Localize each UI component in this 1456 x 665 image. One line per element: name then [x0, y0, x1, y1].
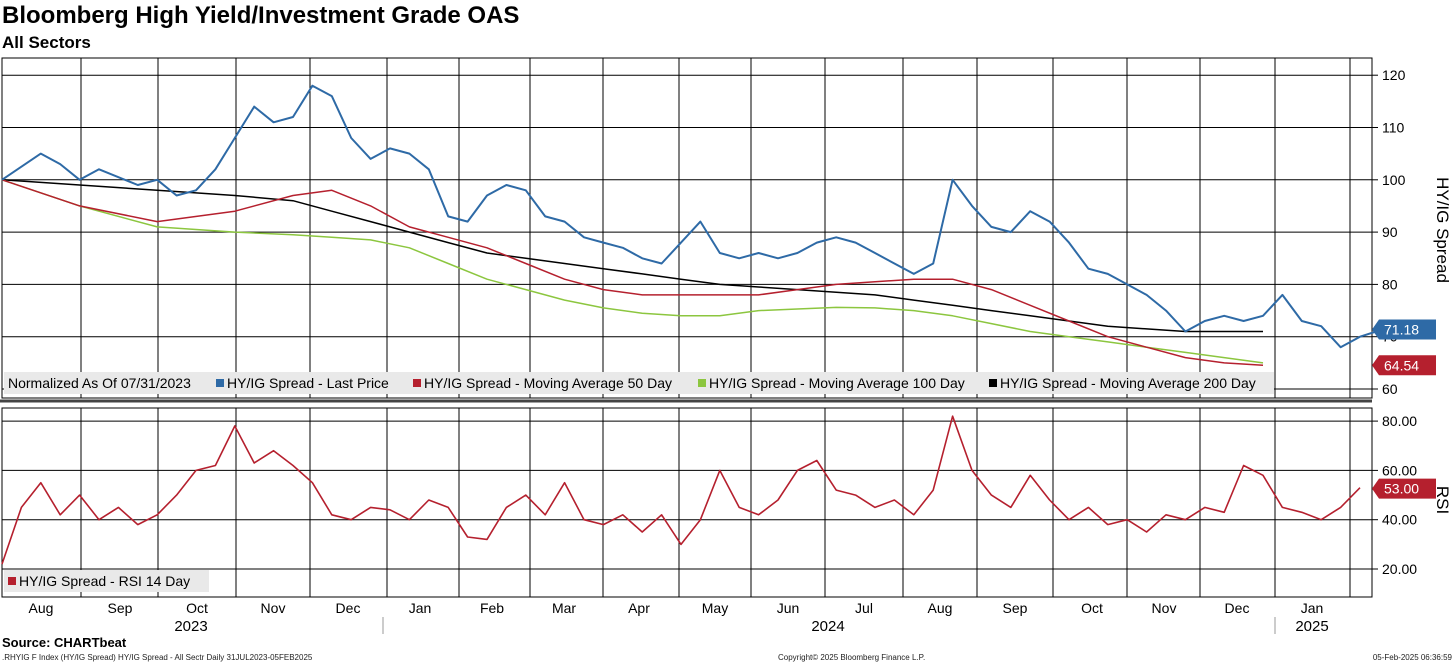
last-price-value-tag: 71.18	[1372, 319, 1436, 340]
series-line-rsi	[1, 415, 1361, 565]
legend-entry-4: HY/IG Spread - Moving Average 200 Day	[1000, 375, 1256, 391]
ma50-value-tag-text: 64.54	[1384, 357, 1419, 373]
rsi-y-tick-label: 80.00	[1382, 413, 1417, 429]
x-tick-label-month: Mar	[552, 600, 576, 616]
main-y-tick-label: 90	[1382, 224, 1398, 240]
main-y-tick-label: 80	[1382, 276, 1398, 292]
copyright-note: Copyright© 2025 Bloomberg Finance L.P.	[778, 653, 926, 662]
main-y-axis-title: HY/IG Spread	[1433, 177, 1452, 283]
x-tick-label-year: 2023	[174, 618, 207, 635]
legend-entry-rsi: HY/IG Spread - RSI 14 Day	[19, 573, 190, 589]
legend-swatch	[989, 379, 997, 387]
x-tick-label-month: Dec	[1225, 600, 1250, 616]
series-line-ma200	[1, 179, 1263, 333]
chart-title: Bloomberg High Yield/Investment Grade OA…	[2, 2, 520, 29]
chart-subtitle: All Sectors	[2, 33, 91, 52]
ma50-value-tag: 64.54	[1372, 355, 1436, 376]
main-y-tick-label: 60	[1382, 381, 1398, 397]
rsi-y-tick-label: 20.00	[1382, 561, 1417, 577]
x-tick-label-month: Jan	[1301, 600, 1324, 616]
x-tick-label-month: Dec	[336, 600, 361, 616]
x-tick-label-month: Jun	[777, 600, 800, 616]
x-tick-label-month: Nov	[261, 600, 286, 616]
rsi-y-tick-label: 40.00	[1382, 512, 1417, 528]
source-label: Source: CHARTbeat	[2, 635, 127, 650]
x-tick-label-month: Oct	[1081, 600, 1103, 616]
last-price-value-tag-shape	[1372, 319, 1436, 340]
legend-swatch	[216, 379, 224, 387]
timestamp: 05-Feb-2025 06:36:59	[1372, 653, 1452, 662]
rsi-legend-box	[4, 570, 209, 592]
legend-swatch	[698, 379, 706, 387]
rsi-value-tag: 53.00	[1372, 478, 1436, 499]
x-tick-label-year: 2024	[811, 618, 844, 635]
legend-normalized-label: Normalized As Of 07/31/2023	[8, 375, 191, 391]
series-line-ma50	[1, 179, 1264, 367]
x-tick-label-month: Jan	[409, 600, 432, 616]
main-y-tick-label: 110	[1382, 120, 1405, 136]
legend-swatch	[413, 379, 421, 387]
x-tick-label-month: Oct	[186, 600, 208, 616]
ma50-value-tag-shape	[1372, 355, 1436, 376]
x-tick-label-month: Aug	[29, 600, 54, 616]
legend-swatch	[8, 577, 16, 585]
x-tick-label-month: Aug	[928, 600, 953, 616]
main-y-tick-label: 120	[1382, 67, 1406, 83]
legend-entry-1: HY/IG Spread - Last Price	[227, 375, 389, 391]
last-price-value-tag-text: 71.18	[1384, 322, 1419, 338]
x-tick-label-month: Sep	[1003, 600, 1028, 616]
index-note: .RHYIG F Index (HY/IG Spread) HY/IG Spre…	[2, 653, 313, 662]
rsi-value-tag-text: 53.00	[1384, 481, 1419, 497]
rsi-value-tag-shape	[1372, 478, 1436, 499]
x-tick-label-month: Jul	[855, 600, 873, 616]
x-tick-label-year: 2025	[1295, 618, 1328, 635]
series-line-last-price	[1, 84, 1380, 349]
series-line-ma100	[1, 179, 1264, 364]
rsi-y-axis-title: RSI	[1433, 486, 1452, 514]
legend-entry-3: HY/IG Spread - Moving Average 100 Day	[709, 375, 965, 391]
x-tick-label-month: Sep	[108, 600, 133, 616]
x-tick-label-month: Apr	[628, 600, 650, 616]
rsi-y-tick-label: 60.00	[1382, 462, 1417, 478]
main-plot-frame	[1, 57, 1373, 399]
legend-entry-2: HY/IG Spread - Moving Average 50 Day	[424, 375, 672, 391]
main-y-tick-label: 100	[1382, 172, 1406, 188]
x-tick-label-month: Nov	[1152, 600, 1177, 616]
x-tick-label-month: May	[702, 600, 728, 616]
main-legend-box	[4, 372, 1274, 394]
x-tick-label-month: Feb	[480, 600, 504, 616]
